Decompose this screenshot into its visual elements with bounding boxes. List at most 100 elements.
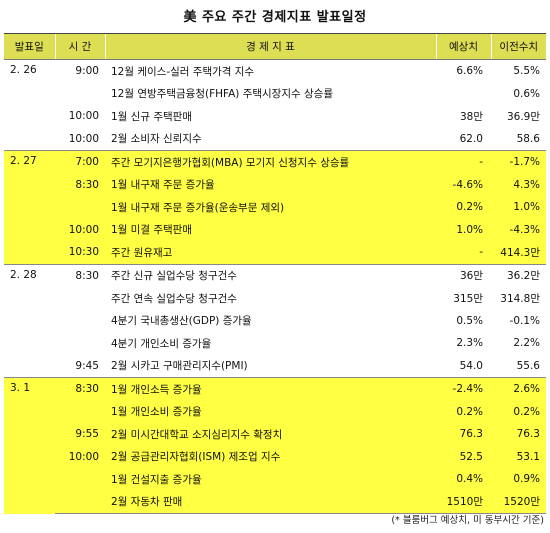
date-group: 3. 1 8:30 1월 개인소득 증가율 -2.4% 2.6% 1월 개인소비 증가율 0… (4, 377, 546, 514)
table-row: 12월 연방주택금융청(FHFA) 주택시장지수 상승률 0.6% (4, 82, 546, 105)
previous-cell: 58.6 (491, 127, 546, 151)
table-row: 주간 연속 실업수당 청구건수 315만 314.8만 (4, 287, 546, 310)
forecast-cell: 38만 (436, 105, 491, 128)
forecast-cell: 54.0 (436, 354, 491, 378)
previous-cell: 0.2% (491, 400, 546, 423)
header-indicator: 경 제 지 표 (104, 33, 436, 60)
time-cell: 7:00 (55, 150, 105, 174)
forecast-cell: -2.4% (436, 377, 491, 401)
table-row: 10:00 2월 소비자 신뢰지수 62.0 58.6 (4, 127, 546, 151)
table-row: 2. 27 7:00 주간 모기지은행가협회(MBA) 모기지 신청지수 상승률 - -… (4, 150, 546, 264)
forecast-cell: 76.3 (436, 423, 491, 446)
time-cell (55, 468, 105, 491)
header-time: 시 간 (54, 33, 105, 60)
previous-cell: 76.3 (491, 423, 546, 446)
previous-cell: 414.3만 (491, 241, 546, 265)
date-cell: 3. 1 (4, 377, 55, 514)
table-row: 3. 1 8:30 1월 개인소득 증가율 -2.4% 2.6% (4, 377, 546, 514)
time-cell: 10:00 (55, 127, 105, 151)
forecast-cell: -4.6% (436, 173, 491, 196)
forecast-cell: 0.4% (436, 468, 491, 491)
previous-cell: 0.6% (491, 82, 546, 105)
header-previous: 이전수치 (490, 33, 546, 60)
forecast-cell: - (436, 150, 491, 174)
forecast-cell: 1510만 (436, 490, 491, 514)
header-forecast: 예상치 (435, 33, 491, 60)
forecast-cell: 315만 (436, 287, 491, 310)
time-cell (55, 287, 105, 310)
date-group: 2. 26 9:00 12월 케이스-실러 주택가격 지수 6.6% 5.5% 12월 연… (4, 59, 546, 151)
table-row: 10:00 1월 신규 주택판매 38만 36.9만 (4, 105, 546, 128)
forecast-cell: 52.5 (436, 445, 491, 468)
indicator-cell: 4분기 개인소비 증가율 (105, 332, 436, 355)
previous-cell: 55.6 (491, 354, 546, 378)
time-cell: 9:55 (55, 423, 105, 446)
forecast-cell: 0.2% (436, 400, 491, 423)
time-cell: 10:00 (55, 445, 105, 468)
previous-cell: 314.8만 (491, 287, 546, 310)
previous-cell: 5.5% (491, 59, 546, 83)
schedule-table: 발표일 시 간 경 제 지 표 예상치 이전수치 2. 26 9:00 12월 케이… (4, 33, 546, 514)
forecast-cell: 1.0% (436, 218, 491, 241)
table-row: 9:55 2월 미시간대학교 소지심리지수 확정치 76.3 76.3 (4, 423, 546, 446)
table-row: 8:30 1월 내구재 주문 증가율 -4.6% 4.3% (4, 173, 546, 196)
forecast-cell: 0.5% (436, 309, 491, 332)
table-row: 2. 26 9:00 12월 케이스-실러 주택가격 지수 6.6% 5.5% (4, 59, 546, 151)
time-cell (55, 400, 105, 423)
time-cell: 9:00 (55, 59, 105, 83)
table-row: 2. 28 8:30 주간 신규 실업수당 청구건수 36만 36.2만 (4, 263, 546, 378)
indicator-cell: 주간 연속 실업수당 청구건수 (105, 287, 436, 310)
table-row: 2월 자동차 판매 1510만 1520만 (4, 490, 546, 514)
time-cell: 10:00 (55, 218, 105, 241)
indicator-cell: 1월 개인소비 증가율 (105, 400, 436, 423)
time-cell (55, 82, 105, 105)
page-title: 美 주요 주간 경제지표 발표일정 (183, 10, 367, 25)
indicator-cell: 2월 소비자 신뢰지수 (105, 127, 436, 151)
table-row: 4분기 국내총생산(GDP) 증가율 0.5% -0.1% (4, 309, 546, 332)
previous-cell: 1520만 (491, 490, 546, 514)
table-row: 1월 내구재 주문 증가율(운송부문 제외) 0.2% 1.0% (4, 196, 546, 219)
previous-cell: 2.2% (491, 332, 546, 355)
forecast-cell: 36만 (436, 263, 491, 287)
previous-cell: -4.3% (491, 218, 546, 241)
footnote: (* 블룸버그 예상치, 미 동부시간 기준) (391, 515, 544, 526)
indicator-cell: 1월 미결 주택판매 (105, 218, 436, 241)
indicator-cell: 12월 케이스-실러 주택가격 지수 (105, 59, 436, 83)
forecast-cell: 62.0 (436, 127, 491, 151)
table-row: 10:00 2월 공급관리자협회(ISM) 제조업 지수 52.5 53.1 (4, 445, 546, 468)
previous-cell: 4.3% (491, 173, 546, 196)
indicator-cell: 2월 공급관리자협회(ISM) 제조업 지수 (105, 445, 436, 468)
time-cell: 8:30 (55, 377, 105, 401)
time-cell: 9:45 (55, 354, 105, 378)
time-cell (55, 490, 105, 514)
date-cell: 2. 27 (4, 150, 55, 264)
previous-cell: -1.7% (491, 150, 546, 174)
table-row: 10:30 주간 원유재고 -414.3만 (4, 241, 546, 265)
indicator-cell: 12월 연방주택금융청(FHFA) 주택시장지수 상승률 (105, 82, 436, 105)
previous-cell: 0.9% (491, 468, 546, 491)
indicator-cell: 2월 시카고 구매관리지수(PMI) (105, 354, 436, 378)
header-row: 발표일 시 간 경 제 지 표 예상치 이전수치 (4, 33, 546, 60)
indicator-cell: 1월 신규 주택판매 (105, 105, 436, 128)
indicator-cell: 주간 모기지은행가협회(MBA) 모기지 신청지수 상승률 (105, 150, 436, 174)
date-cell: 2. 28 (4, 263, 55, 378)
time-cell (55, 309, 105, 332)
time-cell (55, 332, 105, 355)
indicator-cell: 2월 자동차 판매 (105, 490, 436, 514)
indicator-cell: 주간 신규 실업수당 청구건수 (105, 263, 436, 287)
forecast-cell: 0.2% (436, 196, 491, 219)
forecast-cell (436, 82, 491, 105)
time-cell: 10:30 (55, 241, 105, 265)
previous-cell: 53.1 (491, 445, 546, 468)
table-row: 1월 건설지출 증가율 0.4% 0.9% (4, 468, 546, 491)
table-row: 4분기 개인소비 증가율 2.3% 2.2% (4, 332, 546, 355)
table-row: 1월 개인소비 증가율 0.2% 0.2% (4, 400, 546, 423)
forecast-cell: 6.6% (436, 59, 491, 83)
time-cell: 8:30 (55, 173, 105, 196)
date-group: 2. 27 7:00 주간 모기지은행가협회(MBA) 모기지 신청지수 상승률 - -… (4, 150, 546, 265)
time-cell: 8:30 (55, 263, 105, 287)
indicator-cell: 1월 개인소득 증가율 (105, 377, 436, 401)
indicator-cell: 1월 건설지출 증가율 (105, 468, 436, 491)
indicator-cell: 2월 미시간대학교 소지심리지수 확정치 (105, 423, 436, 446)
header-date: 발표일 (4, 33, 55, 60)
